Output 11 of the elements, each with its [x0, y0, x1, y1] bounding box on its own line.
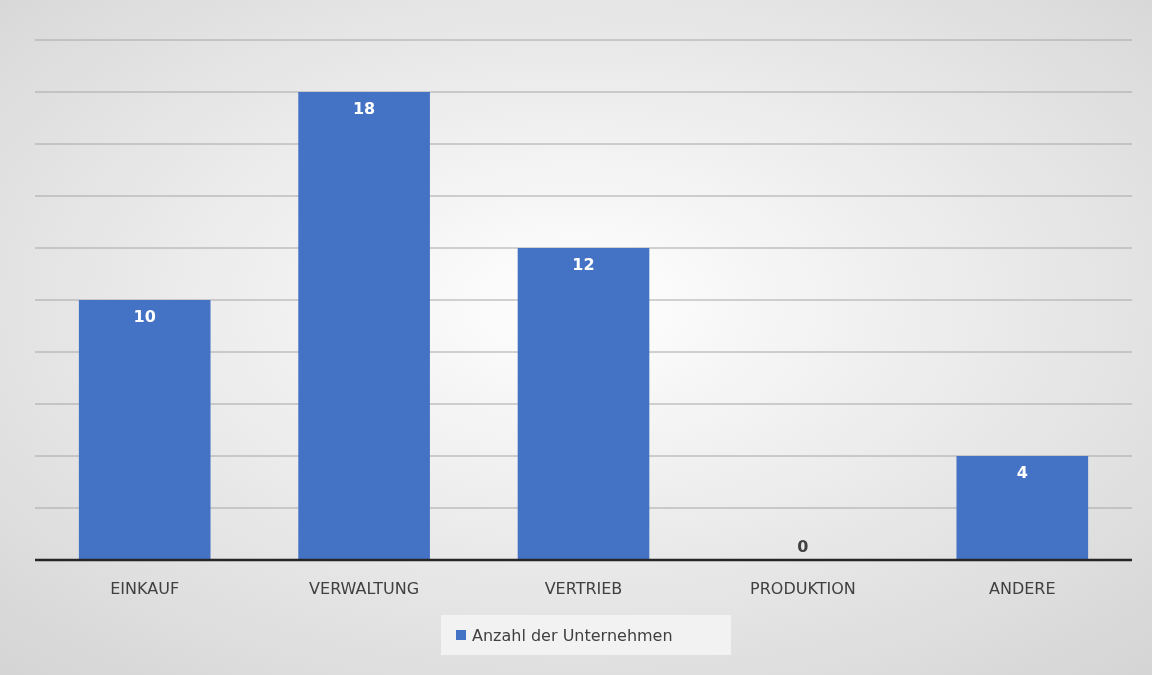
data-label: 18: [352, 99, 376, 118]
x-tick-label: PRODUKTION: [750, 579, 856, 598]
x-tick-label: ANDERE: [989, 579, 1056, 598]
x-tick-label: EINKAUF: [110, 579, 180, 598]
data-label: 0: [797, 537, 809, 556]
data-label: 4: [1016, 463, 1028, 482]
legend-label: Anzahl der Unternehmen: [472, 626, 673, 645]
data-label: 12: [572, 255, 595, 274]
data-label: 10: [133, 307, 156, 326]
x-tick-label: VERTRIEB: [544, 579, 623, 598]
x-tick-label: VERWALTUNG: [309, 579, 420, 598]
